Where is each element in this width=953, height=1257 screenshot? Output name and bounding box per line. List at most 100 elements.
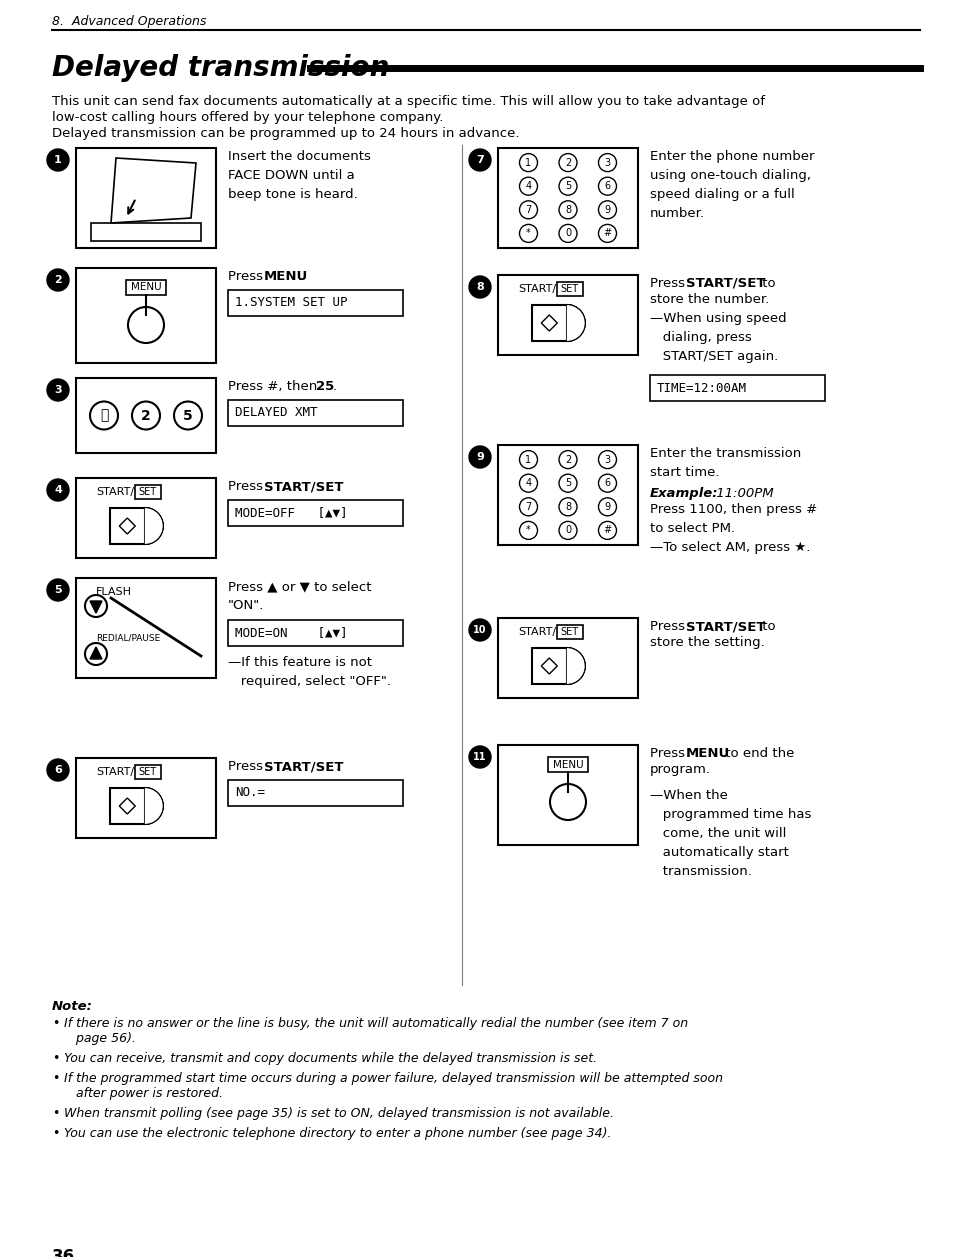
Circle shape — [598, 201, 616, 219]
Wedge shape — [145, 788, 163, 825]
Text: 8: 8 — [476, 282, 483, 292]
Text: #: # — [603, 525, 611, 535]
Bar — [91, 222, 201, 241]
Text: .: . — [335, 760, 340, 773]
Circle shape — [558, 201, 577, 219]
Wedge shape — [566, 649, 584, 684]
Circle shape — [469, 150, 491, 171]
Bar — [649, 375, 824, 401]
Circle shape — [47, 759, 69, 781]
Text: START/SET: START/SET — [264, 480, 343, 493]
Text: —If this feature is not
   required, select "OFF".: —If this feature is not required, select… — [228, 656, 391, 688]
Circle shape — [598, 153, 616, 172]
Text: MENU: MENU — [685, 747, 729, 760]
Bar — [497, 618, 638, 698]
Circle shape — [598, 450, 616, 469]
Bar — [110, 788, 145, 825]
Circle shape — [519, 522, 537, 539]
Text: Press: Press — [649, 747, 688, 760]
Text: •: • — [52, 1128, 59, 1140]
Text: 5: 5 — [564, 478, 571, 488]
Text: SET: SET — [560, 284, 578, 294]
Circle shape — [519, 201, 537, 219]
Text: to: to — [758, 277, 775, 290]
Bar — [228, 620, 402, 646]
Text: 9: 9 — [604, 205, 610, 215]
Text: MODE=OFF   [▲▼]: MODE=OFF [▲▼] — [234, 507, 347, 519]
Text: 1: 1 — [54, 155, 62, 165]
Circle shape — [47, 150, 69, 171]
Bar — [76, 578, 215, 678]
Bar — [228, 400, 402, 426]
Text: You can use the electronic telephone directory to enter a phone number (see page: You can use the electronic telephone dir… — [64, 1128, 611, 1140]
Bar — [134, 766, 161, 779]
Text: 9: 9 — [604, 502, 610, 512]
Circle shape — [550, 784, 585, 820]
Text: to end the: to end the — [720, 747, 794, 760]
Text: Insert the documents
FACE DOWN until a
beep tone is heard.: Insert the documents FACE DOWN until a b… — [228, 150, 371, 201]
Polygon shape — [111, 158, 195, 222]
Text: SET: SET — [560, 627, 578, 637]
Text: Press: Press — [228, 480, 267, 493]
Text: This unit can send fax documents automatically at a specific time. This will all: This unit can send fax documents automat… — [52, 96, 764, 108]
Text: 3: 3 — [604, 455, 610, 465]
Text: 3: 3 — [604, 157, 610, 167]
Text: 7: 7 — [525, 502, 531, 512]
Text: Press #, then: Press #, then — [228, 380, 321, 393]
Text: page 56).: page 56). — [64, 1032, 136, 1045]
Text: 11:00PM: 11:00PM — [711, 486, 773, 500]
Text: 6: 6 — [54, 766, 62, 776]
Circle shape — [519, 225, 537, 243]
Text: ⌗: ⌗ — [100, 409, 108, 422]
Circle shape — [90, 401, 118, 430]
Polygon shape — [540, 316, 557, 331]
Circle shape — [47, 269, 69, 292]
Text: Press 1100, then press #
to select PM.
—To select AM, press ★.: Press 1100, then press # to select PM. —… — [649, 503, 817, 554]
Text: *: * — [525, 229, 530, 239]
Bar — [228, 290, 402, 316]
Text: START/SET: START/SET — [264, 760, 343, 773]
Text: 2: 2 — [564, 455, 571, 465]
Text: after power is restored.: after power is restored. — [64, 1087, 223, 1100]
Text: •: • — [52, 1072, 59, 1085]
Text: When transmit polling (see page 35) is set to ON, delayed transmission is not av: When transmit polling (see page 35) is s… — [64, 1107, 614, 1120]
Bar — [228, 500, 402, 525]
Bar — [497, 148, 638, 248]
Circle shape — [47, 380, 69, 401]
Bar — [76, 268, 215, 363]
Wedge shape — [566, 305, 584, 341]
Text: 36: 36 — [52, 1248, 75, 1257]
Text: MENU: MENU — [264, 270, 308, 283]
Text: 8: 8 — [564, 502, 571, 512]
Circle shape — [598, 498, 616, 515]
Text: 10: 10 — [473, 625, 486, 635]
Text: START/SET: START/SET — [685, 277, 764, 290]
Bar — [497, 745, 638, 845]
Text: Press: Press — [649, 277, 688, 290]
Text: Press: Press — [649, 620, 688, 634]
Text: START/: START/ — [518, 284, 557, 294]
Text: 3: 3 — [54, 385, 62, 395]
Text: START/: START/ — [96, 486, 134, 497]
Circle shape — [173, 401, 202, 430]
Text: 5: 5 — [183, 409, 193, 422]
Text: 0: 0 — [564, 525, 571, 535]
Circle shape — [469, 446, 491, 468]
Text: Example:: Example: — [649, 486, 718, 500]
Text: If the programmed start time occurs during a power failure, delayed transmission: If the programmed start time occurs duri… — [64, 1072, 722, 1085]
Circle shape — [519, 450, 537, 469]
Text: DELAYED XMT: DELAYED XMT — [234, 406, 317, 420]
Circle shape — [47, 579, 69, 601]
Text: Enter the transmission
start time.: Enter the transmission start time. — [649, 447, 801, 479]
Circle shape — [519, 153, 537, 172]
Text: REDIAL/PAUSE: REDIAL/PAUSE — [96, 634, 160, 642]
Circle shape — [469, 618, 491, 641]
Text: .: . — [297, 270, 302, 283]
Polygon shape — [90, 647, 102, 659]
Text: 4: 4 — [525, 478, 531, 488]
Circle shape — [128, 307, 164, 343]
Text: TIME=12:00AM: TIME=12:00AM — [657, 382, 746, 395]
Text: FLASH: FLASH — [96, 587, 132, 597]
Text: 9: 9 — [476, 453, 483, 463]
Text: 6: 6 — [604, 181, 610, 191]
